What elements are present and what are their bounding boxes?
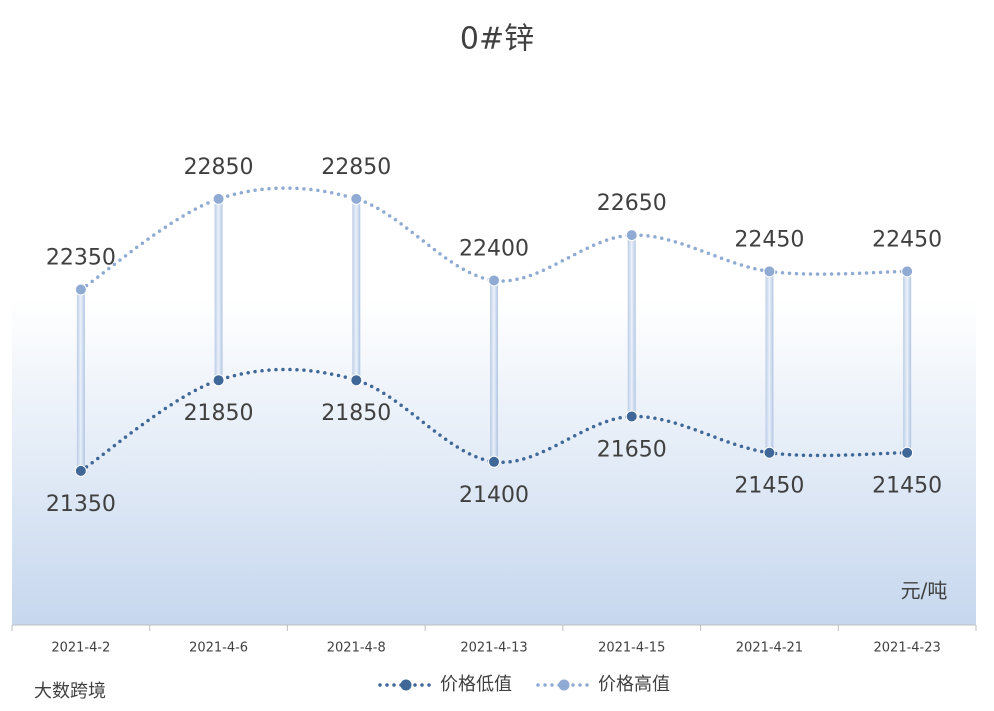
data-label: 21850	[321, 401, 391, 426]
data-label: 22450	[734, 227, 804, 252]
high-low-bar	[903, 271, 912, 453]
data-label: 21450	[872, 474, 942, 499]
unit-label: 元/吨	[901, 579, 948, 603]
x-tick-label: 2021-4-13	[460, 641, 527, 656]
chart-title: 0#锌	[460, 22, 534, 57]
data-point	[763, 446, 776, 459]
high-low-bar	[352, 198, 361, 381]
data-label: 22850	[184, 155, 254, 180]
data-label: 21350	[46, 492, 116, 517]
high-low-bar	[214, 198, 223, 381]
legend-label: 价格高值	[598, 674, 670, 695]
x-tick-label: 2021-4-23	[874, 641, 941, 656]
data-label: 22400	[459, 236, 529, 261]
high-low-bar	[76, 289, 85, 471]
data-point	[625, 229, 638, 242]
x-tick-label: 2021-4-21	[736, 641, 803, 656]
data-point	[212, 192, 225, 205]
x-tick-label: 2021-4-15	[598, 641, 665, 656]
data-point	[901, 265, 914, 278]
data-label: 21400	[459, 483, 529, 508]
high-low-bar	[627, 235, 636, 417]
legend-label: 价格低值	[440, 674, 512, 695]
data-label: 21450	[734, 474, 804, 499]
x-tick-label: 2021-4-2	[51, 641, 110, 656]
data-label: 21650	[597, 437, 667, 462]
data-label: 21850	[184, 401, 254, 426]
data-point	[625, 410, 638, 423]
data-point	[74, 283, 87, 296]
data-point	[488, 274, 500, 287]
x-tick-label: 2021-4-6	[189, 641, 248, 656]
legend-marker	[400, 679, 412, 691]
data-point	[901, 446, 914, 459]
data-label: 22350	[46, 246, 116, 271]
high-low-bar	[765, 271, 774, 453]
data-label: 22450	[872, 227, 942, 252]
data-point	[350, 192, 363, 205]
data-point	[763, 265, 776, 278]
data-point	[212, 374, 225, 387]
high-low-bar	[490, 280, 498, 462]
watermark: 大数跨境	[34, 681, 106, 702]
data-label: 22850	[321, 155, 391, 180]
data-point	[488, 455, 500, 468]
x-tick-label: 2021-4-8	[327, 641, 386, 656]
data-label: 22650	[597, 191, 667, 216]
data-point	[350, 374, 363, 387]
data-point	[74, 464, 87, 477]
legend-marker	[558, 679, 570, 691]
